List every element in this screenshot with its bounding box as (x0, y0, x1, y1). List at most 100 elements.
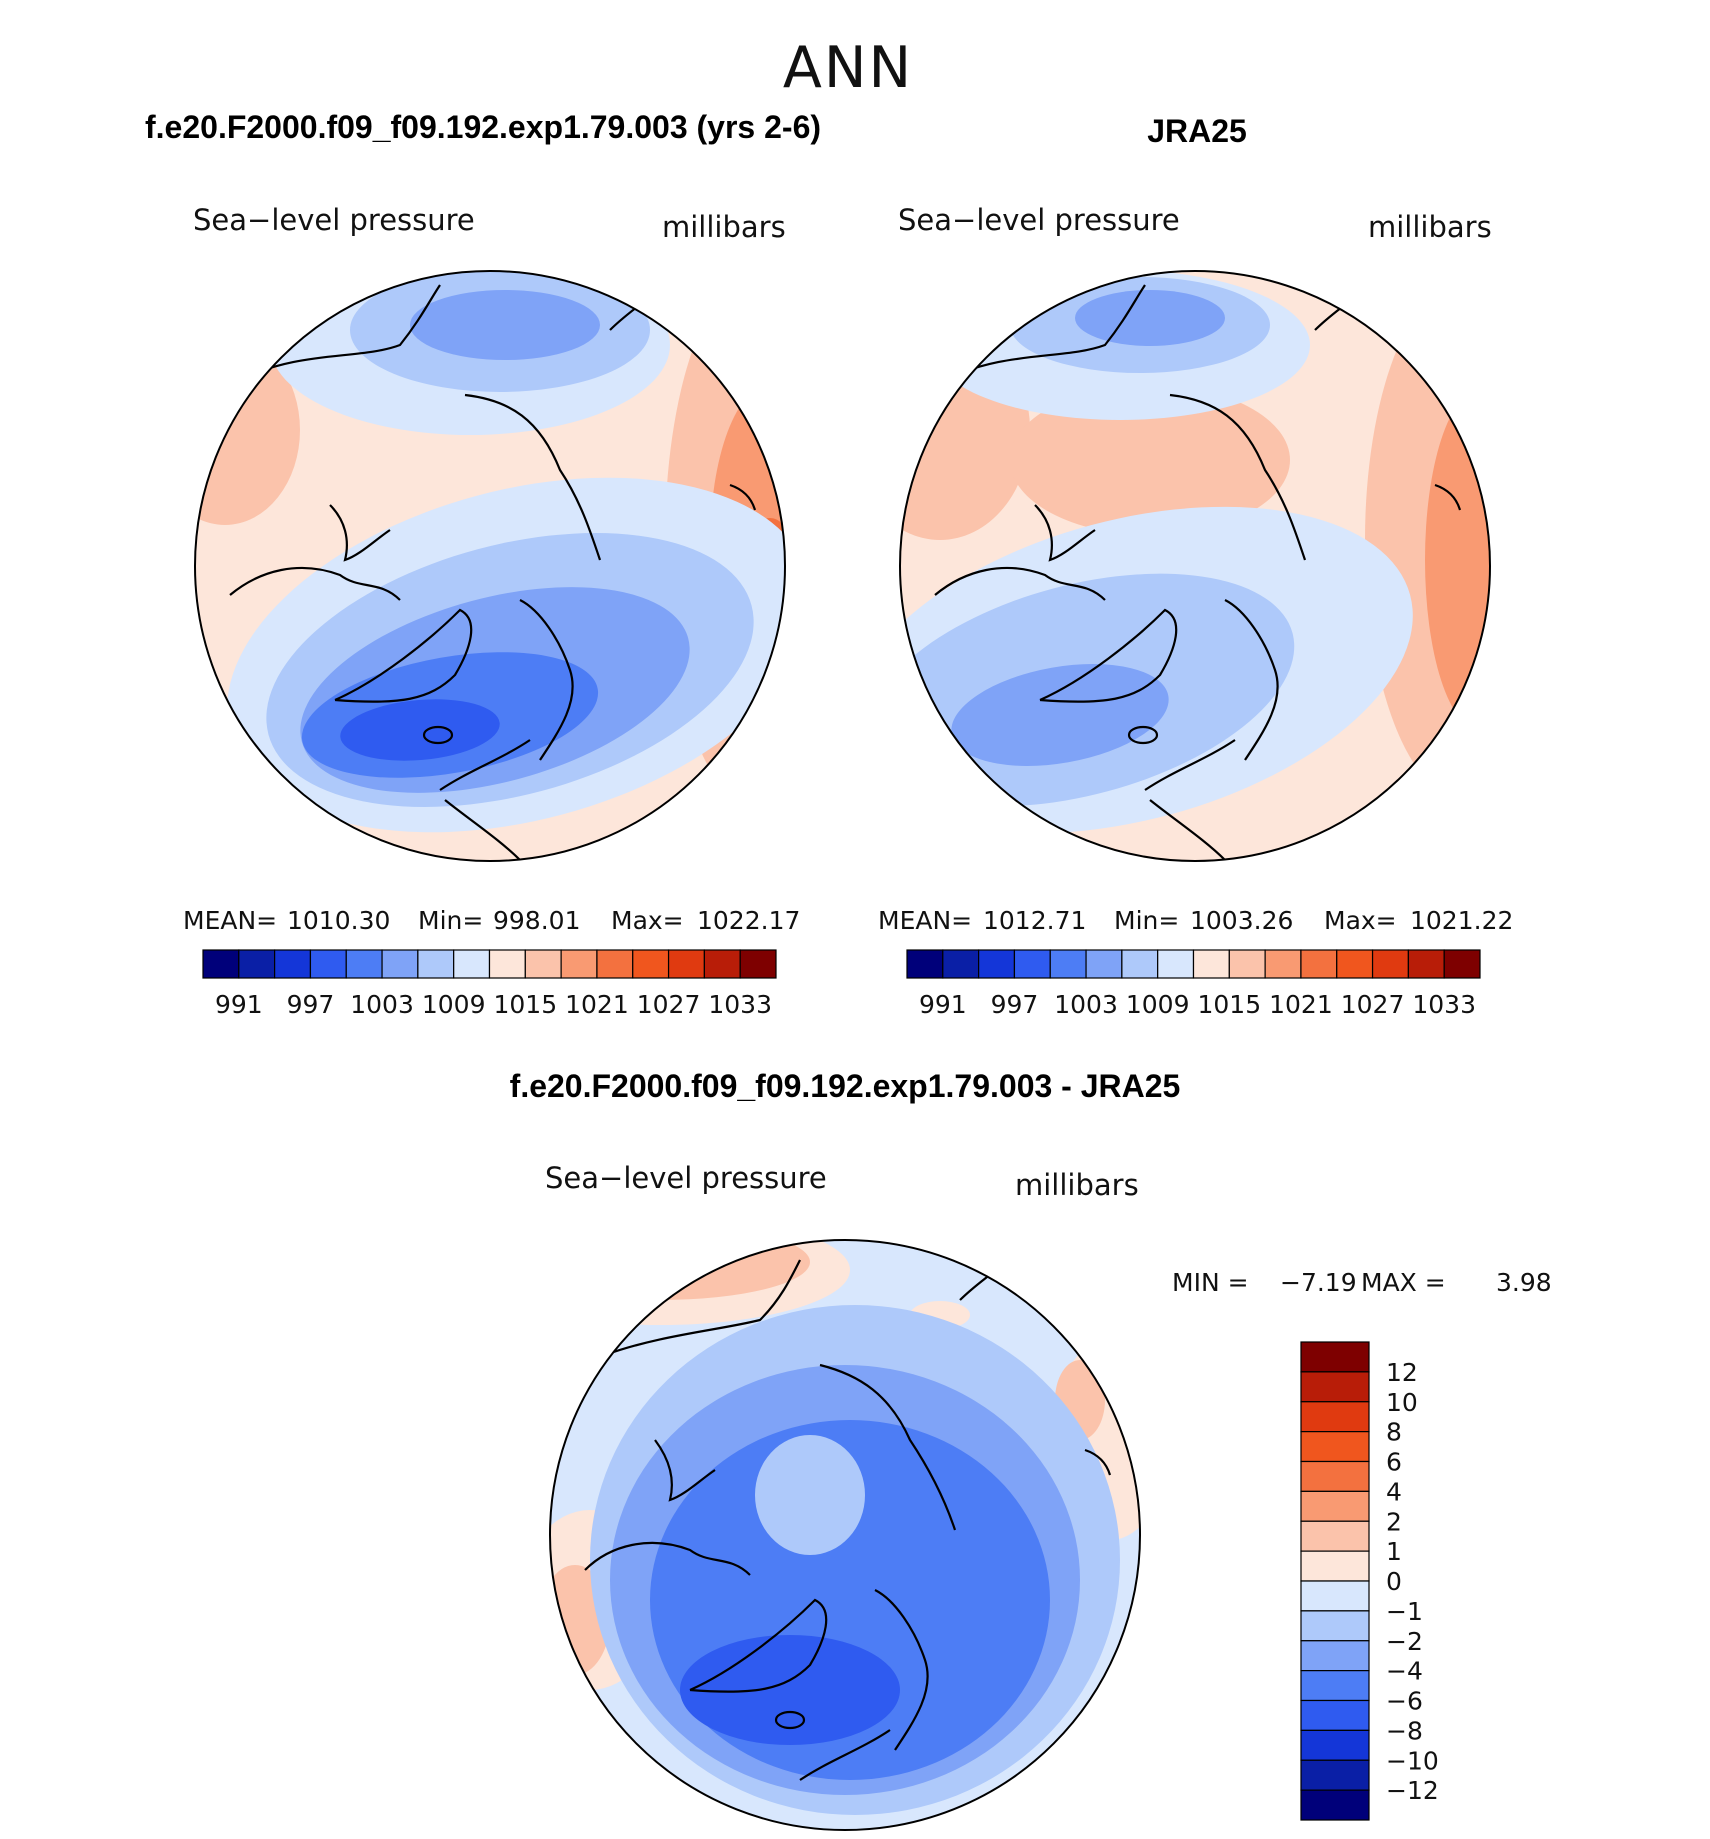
difference-colorbar-swatch (1300, 1490, 1370, 1522)
model-colorbar-tick-label: 991 (215, 990, 263, 1019)
difference-colorbar-tick-label: −12 (1386, 1776, 1439, 1805)
obs-colorbar-swatch (1371, 949, 1409, 979)
model-max-label: Max= (611, 906, 684, 935)
model-colorbar-swatch (596, 949, 634, 979)
model-max-value: 1022.17 (697, 906, 800, 935)
obs-stats: MEAN= 1012.71 Min= 1003.26 Max= 1021.22 (878, 906, 1513, 935)
difference-colorbar-swatch (1300, 1460, 1370, 1492)
difference-colorbar-swatch (1300, 1371, 1370, 1403)
obs-colorbar-swatch (1407, 949, 1445, 979)
obs-colorbar-tick-label: 1027 (1341, 990, 1405, 1019)
difference-colorbar-tick-label: 2 (1386, 1507, 1402, 1536)
obs-mean-value: 1012.71 (983, 906, 1086, 935)
model-colorbar-swatch (381, 949, 419, 979)
obs-colorbar-swatch (1192, 949, 1230, 979)
obs-colorbar-tick-label: 1015 (1198, 990, 1262, 1019)
model-colorbar-swatch (667, 949, 705, 979)
difference-colorbar-swatch (1300, 1640, 1370, 1672)
obs-colorbar: 991 997 1003 1009 1015 1021 1027 1033 (906, 949, 1481, 1019)
difference-colorbar-tick-label: −4 (1386, 1657, 1423, 1686)
difference-colorbar-tick-label: −1 (1386, 1597, 1423, 1626)
difference-variable-label: Sea−level pressure (545, 1161, 827, 1195)
model-min-label: Min= (418, 906, 483, 935)
model-colorbar-swatch (202, 949, 240, 979)
difference-colorbar-swatch (1300, 1341, 1370, 1373)
obs-colorbar-swatch (978, 949, 1016, 979)
model-colorbar-swatch (632, 949, 670, 979)
model-colorbar-swatch (274, 949, 312, 979)
obs-colorbar-swatch (1336, 949, 1374, 979)
model-mean-label: MEAN= (183, 906, 277, 935)
obs-colorbar-tick-label: 997 (991, 990, 1039, 1019)
model-colorbar-swatch (703, 949, 741, 979)
model-colorbar: 991 997 1003 1009 1015 1021 1027 1033 (202, 949, 777, 1019)
difference-colorbar-tick-label: 12 (1386, 1358, 1418, 1387)
model-variable-label: Sea−level pressure (193, 203, 475, 237)
difference-colorbar-swatch (1300, 1670, 1370, 1702)
model-colorbar-swatch (453, 949, 491, 979)
difference-colorbar-tick-label: −6 (1386, 1687, 1423, 1716)
obs-colorbar-swatch (1121, 949, 1159, 979)
model-colorbar-swatch (560, 949, 598, 979)
obs-mean-label: MEAN= (878, 906, 972, 935)
difference-colorbar-tick-label: 0 (1386, 1567, 1402, 1596)
obs-colorbar-swatch (1157, 949, 1195, 979)
model-stats: MEAN= 1010.30 Min= 998.01 Max= 1022.17 (183, 906, 800, 935)
model-colorbar-swatch (417, 949, 455, 979)
obs-slp-map (899, 270, 1491, 862)
obs-colorbar-swatch (942, 949, 980, 979)
obs-colorbar-tick-label: 1003 (1054, 990, 1118, 1019)
model-colorbar-tick-label: 1027 (637, 990, 701, 1019)
model-colorbar-tick-label: 1033 (708, 990, 772, 1019)
difference-colorbar-swatch (1300, 1789, 1370, 1821)
difference-colorbar-swatch (1300, 1759, 1370, 1791)
obs-colorbar-tick-label: 1009 (1126, 990, 1190, 1019)
obs-colorbar-swatch (1049, 949, 1087, 979)
difference-colorbar-swatch (1300, 1401, 1370, 1433)
model-colorbar-tick-label: 1003 (350, 990, 414, 1019)
difference-colorbar-swatch (1300, 1729, 1370, 1761)
obs-colorbar-swatch (1300, 949, 1338, 979)
model-mean-value: 1010.30 (287, 906, 390, 935)
difference-units-label: millibars (1015, 1168, 1139, 1202)
difference-panel-title: f.e20.F2000.f09_f09.192.exp1.79.003 - JR… (510, 1068, 1181, 1104)
difference-stats: MIN = −7.19 MAX = 3.98 (1172, 1268, 1552, 1297)
model-min-value: 998.01 (493, 906, 580, 935)
difference-colorbar-swatch (1300, 1610, 1370, 1642)
obs-colorbar-swatch (1013, 949, 1051, 979)
difference-colorbar-tick-label: 4 (1386, 1477, 1402, 1506)
difference-colorbar-tick-label: 8 (1386, 1418, 1402, 1447)
model-colorbar-swatch (739, 949, 777, 979)
model-colorbar-tick-label: 1021 (565, 990, 629, 1019)
obs-variable-label: Sea−level pressure (898, 203, 1180, 237)
obs-max-value: 1021.22 (1410, 906, 1513, 935)
obs-colorbar-tick-label: 1033 (1412, 990, 1476, 1019)
model-colorbar-swatch (309, 949, 347, 979)
difference-max-label: MAX = (1361, 1268, 1446, 1297)
obs-min-label: Min= (1114, 906, 1179, 935)
obs-units-label: millibars (1368, 210, 1492, 244)
difference-min-label: MIN = (1172, 1268, 1249, 1297)
difference-colorbar-swatch (1300, 1580, 1370, 1612)
model-colorbar-tick-label: 997 (287, 990, 335, 1019)
model-colorbar-tick-label: 1009 (422, 990, 486, 1019)
model-slp-map (194, 270, 786, 862)
obs-colorbar-swatch (1264, 949, 1302, 979)
model-units-label: millibars (662, 210, 786, 244)
obs-colorbar-tick-label: 1021 (1269, 990, 1333, 1019)
obs-colorbar-tick-label: 991 (919, 990, 967, 1019)
difference-colorbar-tick-label: 10 (1386, 1388, 1418, 1417)
difference-colorbar-tick-label: −2 (1386, 1627, 1423, 1656)
obs-colorbar-swatch (906, 949, 944, 979)
model-panel-title: f.e20.F2000.f09_f09.192.exp1.79.003 (yrs… (145, 109, 821, 145)
model-colorbar-swatch (345, 949, 383, 979)
difference-max-value: 3.98 (1496, 1268, 1552, 1297)
difference-colorbar-swatch (1300, 1699, 1370, 1731)
model-colorbar-swatch (488, 949, 526, 979)
difference-colorbar-tick-label: −10 (1386, 1746, 1439, 1775)
difference-colorbar-swatch (1300, 1550, 1370, 1582)
difference-min-value: −7.19 (1280, 1268, 1357, 1297)
difference-colorbar-tick-label: 6 (1386, 1448, 1402, 1477)
